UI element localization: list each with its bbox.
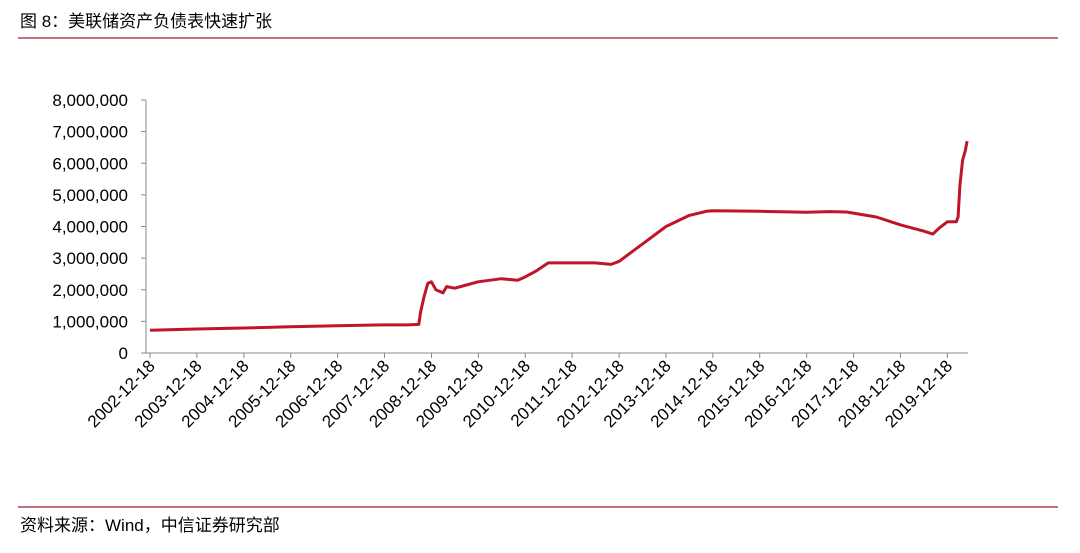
data-line: [149, 140, 969, 332]
y-tick-label: 5,000,000: [52, 186, 128, 205]
y-tick-label: 3,000,000: [52, 249, 128, 268]
y-tick-label: 4,000,000: [52, 218, 128, 237]
source-note: 资料来源：Wind，中信证券研究部: [20, 516, 280, 535]
y-tick-label: 6,000,000: [52, 154, 128, 173]
y-tick-label: 7,000,000: [52, 123, 128, 142]
plot: 0 1,000,000 2,000,000 3,000,000 4,000,000 5,0…: [52, 91, 969, 431]
y-tick-label: 0: [119, 344, 128, 363]
y-tick-label: 8,000,000: [52, 91, 128, 110]
y-tick-label: 1,000,000: [52, 312, 128, 331]
y-tick-label: 2,000,000: [52, 281, 128, 300]
figure-title: 图 8：美联储资产负债表快速扩张: [20, 12, 272, 31]
